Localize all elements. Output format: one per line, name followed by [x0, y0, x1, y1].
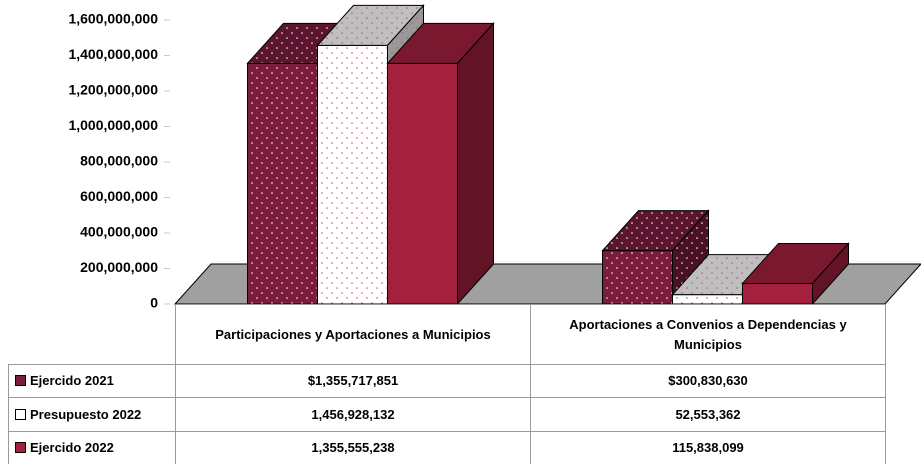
value-label: $1,355,717,851 — [175, 364, 531, 398]
legend-entry: Presupuesto 2022 — [8, 397, 176, 432]
bar-front — [602, 250, 673, 305]
category-label: Participaciones y Aportaciones a Municip… — [175, 304, 531, 365]
bar-front — [742, 282, 813, 305]
bar-side — [457, 22, 494, 306]
y-tick-label: 1,400,000,000 — [68, 46, 158, 62]
bar-side — [812, 242, 849, 306]
series-row: Ejercido 2022 1,355,555,238 115,838,099 — [8, 431, 886, 464]
legend-label: Ejercido 2022 — [30, 440, 114, 455]
bar-front — [387, 62, 458, 305]
bar-front — [247, 62, 318, 305]
legend-label: Ejercido 2021 — [30, 373, 114, 388]
empty-cell — [8, 304, 176, 365]
header-row: Participaciones y Aportaciones a Municip… — [8, 304, 886, 365]
legend-swatch — [15, 442, 26, 453]
y-tick-label: 800,000,000 — [80, 153, 158, 169]
bar-front — [317, 44, 388, 305]
value-label: 115,838,099 — [530, 431, 886, 464]
legend-entry: Ejercido 2021 — [8, 364, 176, 398]
series-row: Presupuesto 2022 1,456,928,132 52,553,362 — [8, 397, 886, 432]
legend-entry: Ejercido 2022 — [8, 431, 176, 464]
y-tick-label: 1,600,000,000 — [68, 11, 158, 27]
bar-front — [672, 294, 743, 305]
value-label: $300,830,630 — [530, 364, 886, 398]
value-label: 1,355,555,238 — [175, 431, 531, 464]
y-tick-label: 400,000,000 — [80, 224, 158, 240]
y-tick-label: 200,000,000 — [80, 259, 158, 275]
legend-swatch — [15, 408, 26, 420]
category-label: Aportaciones a Convenios a Dependencias … — [530, 304, 886, 365]
y-tick-label: 1,200,000,000 — [68, 82, 158, 98]
y-tick-label: 600,000,000 — [80, 188, 158, 204]
y-tick-label: 0 — [150, 295, 158, 311]
value-label: 52,553,362 — [530, 397, 886, 432]
legend-label: Presupuesto 2022 — [30, 406, 142, 422]
legend-swatch — [15, 375, 26, 386]
value-label: 1,456,928,132 — [175, 397, 531, 432]
y-tick-label: 1,000,000,000 — [68, 117, 158, 133]
series-row: Ejercido 2021 $1,355,717,851 $300,830,630 — [8, 364, 886, 398]
data-table: Participaciones y Aportaciones a Municip… — [8, 304, 886, 464]
